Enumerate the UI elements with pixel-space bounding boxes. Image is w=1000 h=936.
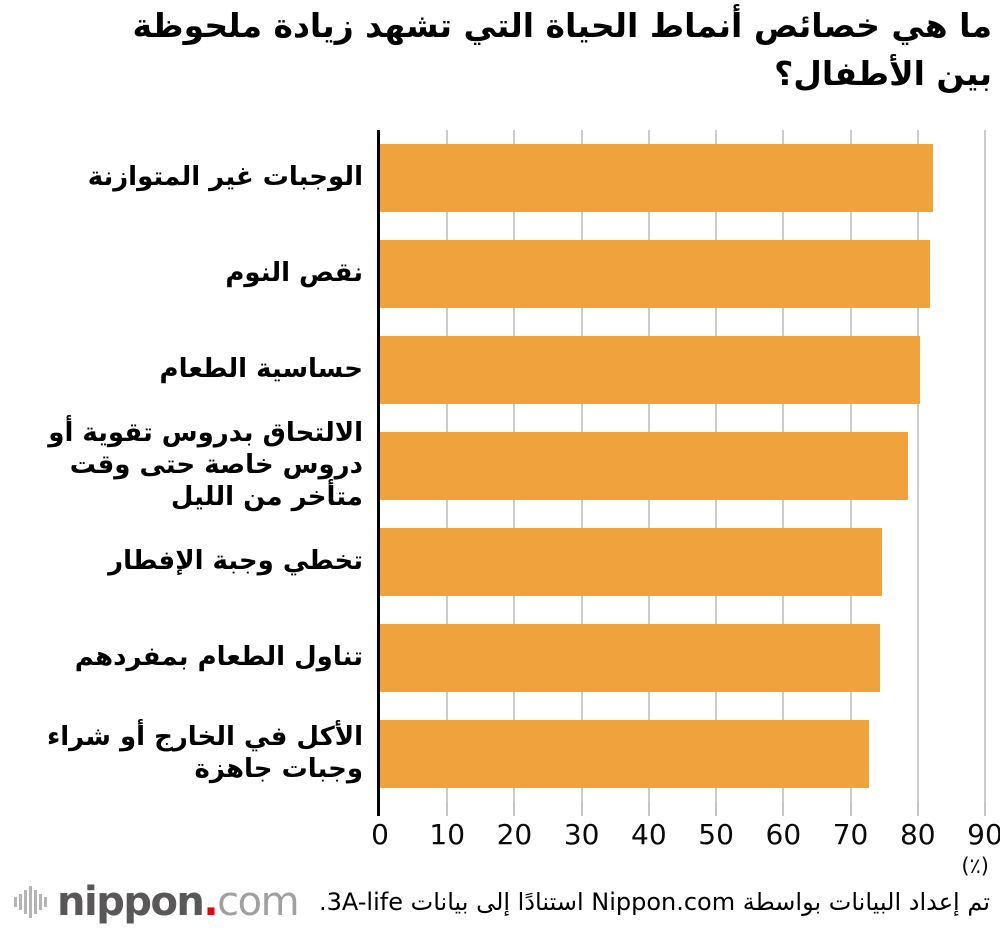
bar-row [380, 322, 985, 418]
y-axis-line [377, 130, 380, 816]
tick-label: 40 [631, 818, 667, 851]
bar [380, 624, 881, 692]
tick-mark [513, 802, 516, 816]
category-label: حساسية الطعام [159, 354, 363, 385]
bar [380, 432, 908, 500]
tick-label: 90 [967, 818, 1000, 851]
logo-dot: . [203, 879, 218, 925]
tick-mark [916, 802, 919, 816]
tick-label: 70 [832, 818, 869, 851]
tick-mark [782, 802, 785, 816]
tick-mark [647, 802, 650, 816]
category-label: الوجبات غير المتوازنة [87, 162, 363, 193]
logo-tld: com [217, 879, 299, 925]
bar-row [380, 418, 985, 514]
gridline [916, 130, 919, 802]
bar [380, 336, 920, 404]
bar-chart: الوجبات غير المتوازنة نقص النوم حساسية الط… [0, 130, 1000, 890]
bar-rows [380, 130, 985, 802]
category-label: تخطي وجبة الإفطار [108, 546, 363, 577]
chart-title-line-2: بين الأطفال؟ [774, 53, 992, 93]
plot-area: 0 10 20 30 40 50 60 70 80 90 (٪) [371, 130, 1000, 878]
tick-label: 10 [429, 818, 466, 851]
logo-name: nippon [57, 879, 205, 925]
bar-row [380, 226, 985, 322]
logo-text: nippon.com [57, 879, 300, 925]
tick-labels: 0 10 20 30 40 50 60 70 80 90 [371, 818, 1000, 854]
percent-unit-label: (٪) [961, 854, 989, 878]
tick-label: 60 [765, 818, 802, 851]
category-label: نقص النوم [225, 258, 363, 289]
gridline [984, 130, 986, 802]
tick-label: 50 [698, 818, 734, 851]
bar [380, 528, 883, 596]
tick-mark [715, 802, 718, 816]
bar [380, 144, 934, 212]
category-labels: الوجبات غير المتوازنة نقص النوم حساسية الط… [0, 130, 363, 802]
tick-mark [580, 802, 583, 816]
chart-title: ما هي خصائص أنماط الحياة التي تشهد زيادة… [10, 2, 992, 97]
chart-title-line-1: ما هي خصائص أنماط الحياة التي تشهد زيادة… [132, 6, 992, 45]
bar-row [380, 610, 985, 706]
tick-mark [849, 802, 852, 816]
tick-label: 30 [563, 818, 600, 851]
tick-label: 0 [371, 818, 389, 851]
tick-mark [446, 802, 449, 816]
bar [380, 720, 870, 788]
bar-row [380, 514, 985, 610]
waveform-icon [14, 886, 47, 918]
source-attribution: تم إعداد البيانات بواسطة Nippon.com استن… [318, 888, 990, 916]
bar-row [380, 130, 985, 226]
tick-mark [984, 802, 986, 816]
category-label: الالتحاق بدروس تقوية أو دروس خاصة حتى وق… [48, 418, 363, 512]
tick-label: 80 [899, 818, 936, 851]
nippon-logo: nippon.com [14, 879, 300, 925]
category-label: تناول الطعام بمفردهم [74, 642, 363, 673]
footer: nippon.com تم إعداد البيانات بواسطة Nipp… [0, 878, 1000, 936]
bar [380, 240, 930, 308]
tick-label: 20 [496, 818, 533, 851]
bar-row [380, 706, 985, 802]
category-label: الأكل في الخارج أو شراء وجبات جاهزة [46, 722, 363, 784]
